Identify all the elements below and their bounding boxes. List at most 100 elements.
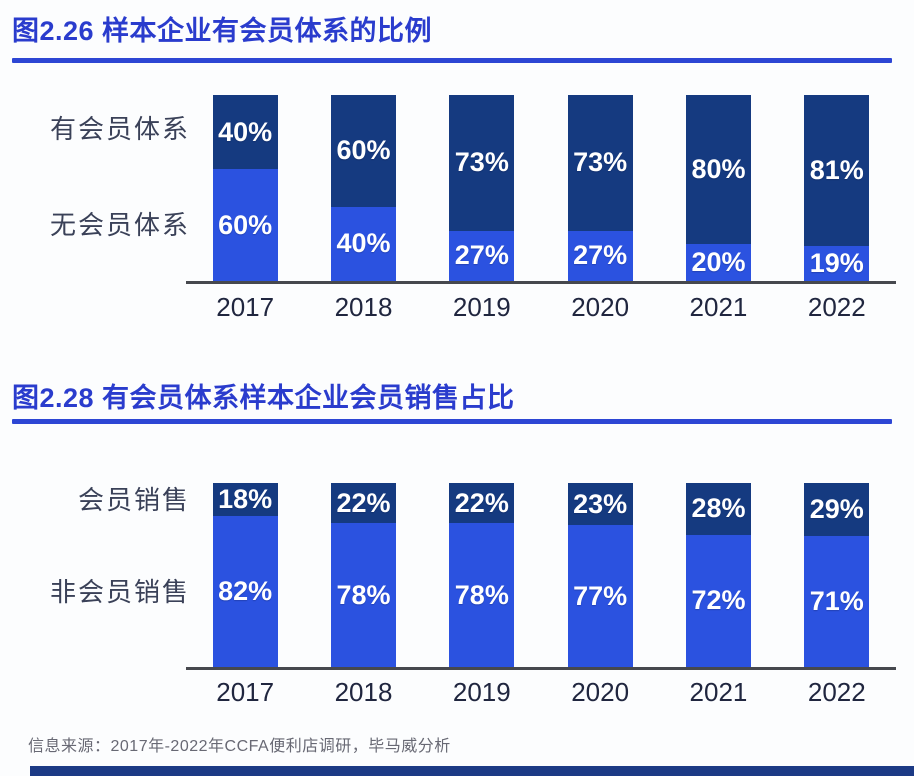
figure-2-26-title: 图2.26 样本企业有会员体系的比例 [12,16,433,46]
year-label: 2017 [216,292,275,322]
bar-value-label: 28% [691,493,746,524]
series-label-has-membership: 有会员体系 [49,114,190,144]
bar-value-label: 27% [454,240,509,271]
bar-value-label: 60% [336,135,391,166]
stacked-bar: 28% 72% [685,483,751,667]
bar-segment-top: 22% [449,483,515,524]
x-axis-line [186,667,896,670]
bar-value-label: 73% [573,147,628,178]
stacked-bar: 80% 20% [685,95,751,281]
bar-segment-bottom: 82% [212,516,278,667]
bar-segment-top: 28% [685,483,751,535]
figure-2-26-title-underline [12,58,892,63]
year-label: 2021 [689,677,748,707]
bar-segment-top: 22% [330,483,396,524]
bar-value-label: 82% [218,576,273,607]
bar-value-label: 23% [573,488,628,519]
bar-value-label: 73% [454,147,509,178]
stacked-bar: 60% 40% [330,95,396,281]
bar-segment-bottom: 60% [212,169,278,281]
bar-segment-top: 23% [567,483,633,526]
bar-value-label: 27% [573,240,628,271]
bar-segment-top: 60% [330,95,396,207]
figure-2-28-title: 图2.28 有会员体系样本企业会员销售占比 [12,383,515,413]
bar-segment-bottom: 19% [804,245,870,281]
bar-segment-top: 73% [449,95,515,231]
year-label: 2019 [452,292,511,322]
bar-segment-top: 29% [804,483,870,537]
bar-value-label: 71% [809,586,864,617]
bar-segment-bottom: 78% [449,523,515,667]
bar-value-label: 81% [809,154,864,185]
bar-value-label: 40% [336,228,391,259]
bar-segment-bottom: 72% [685,534,751,667]
bar-2017: 18% 82% [186,483,304,667]
stacked-bar: 18% 82% [212,483,278,667]
bar-value-label: 22% [454,487,509,518]
stacked-bar-chart-member-sales-share: 18% 82% 22% 78% 22% 78% 23% 77% 28% 72% 29% 71% [186,483,896,667]
bar-segment-bottom: 78% [330,523,396,667]
year-label: 2022 [807,292,866,322]
bar-value-label: 22% [336,487,391,518]
bar-value-label: 78% [454,579,509,610]
bar-segment-bottom: 71% [804,536,870,667]
stacked-bar: 73% 27% [449,95,515,281]
series-label-no-membership: 无会员体系 [49,210,190,240]
year-label: 2019 [452,677,511,707]
bar-value-label: 19% [809,247,864,278]
bar-segment-bottom: 40% [330,206,396,281]
stacked-bar: 40% 60% [212,95,278,281]
bar-2017: 40% 60% [186,95,304,281]
bar-2022: 29% 71% [778,483,896,667]
bar-2018: 60% 40% [304,95,422,281]
bar-segment-top: 40% [212,95,278,170]
bar-segment-bottom: 27% [449,230,515,281]
bar-2018: 22% 78% [304,483,422,667]
stacked-bar: 29% 71% [804,483,870,667]
bar-value-label: 72% [691,585,746,616]
year-label: 2018 [334,677,393,707]
x-axis-year-labels: 2017 2018 2019 2020 2021 2022 [186,675,896,709]
bar-segment-top: 80% [685,95,751,244]
bar-segment-bottom: 27% [567,230,633,281]
bar-value-label: 20% [691,246,746,277]
bar-value-label: 60% [218,209,273,240]
series-label-member-sales: 会员销售 [77,485,190,515]
figure-2-28-title-underline [12,419,892,424]
bar-value-label: 40% [218,116,273,147]
bar-2020: 73% 27% [541,95,659,281]
stacked-bar: 81% 19% [804,95,870,281]
bar-segment-top: 81% [804,95,870,246]
bar-value-label: 78% [336,579,391,610]
x-axis-year-labels: 2017 2018 2019 2020 2021 2022 [186,290,896,324]
stacked-bar: 23% 77% [567,483,633,667]
bar-value-label: 77% [573,580,628,611]
bar-2021: 80% 20% [659,95,777,281]
bar-value-label: 80% [691,153,746,184]
year-label: 2020 [571,292,630,322]
bar-segment-top: 18% [212,483,278,517]
stacked-bar: 73% 27% [567,95,633,281]
bar-segment-top: 73% [567,95,633,231]
year-label: 2018 [334,292,393,322]
stacked-bar-chart-membership-ratio: 40% 60% 60% 40% 73% 27% 73% 27% 80% 20% 81% 19% [186,95,896,281]
bar-segment-bottom: 20% [685,243,751,281]
bar-2021: 28% 72% [659,483,777,667]
stacked-bar: 22% 78% [330,483,396,667]
year-label: 2017 [216,677,275,707]
bottom-navy-strip [30,766,914,776]
bar-segment-bottom: 77% [567,525,633,667]
bar-value-label: 18% [218,484,273,515]
year-label: 2021 [689,292,748,322]
bar-value-label: 29% [809,494,864,525]
x-axis-line [186,281,896,284]
bar-2019: 73% 27% [423,95,541,281]
stacked-bar: 22% 78% [449,483,515,667]
year-label: 2022 [807,677,866,707]
source-note: 信息来源：2017年-2022年CCFA便利店调研，毕马威分析 [28,738,451,755]
bar-2019: 22% 78% [423,483,541,667]
year-label: 2020 [571,677,630,707]
series-label-nonmember-sales: 非会员销售 [49,577,190,607]
bar-2020: 23% 77% [541,483,659,667]
